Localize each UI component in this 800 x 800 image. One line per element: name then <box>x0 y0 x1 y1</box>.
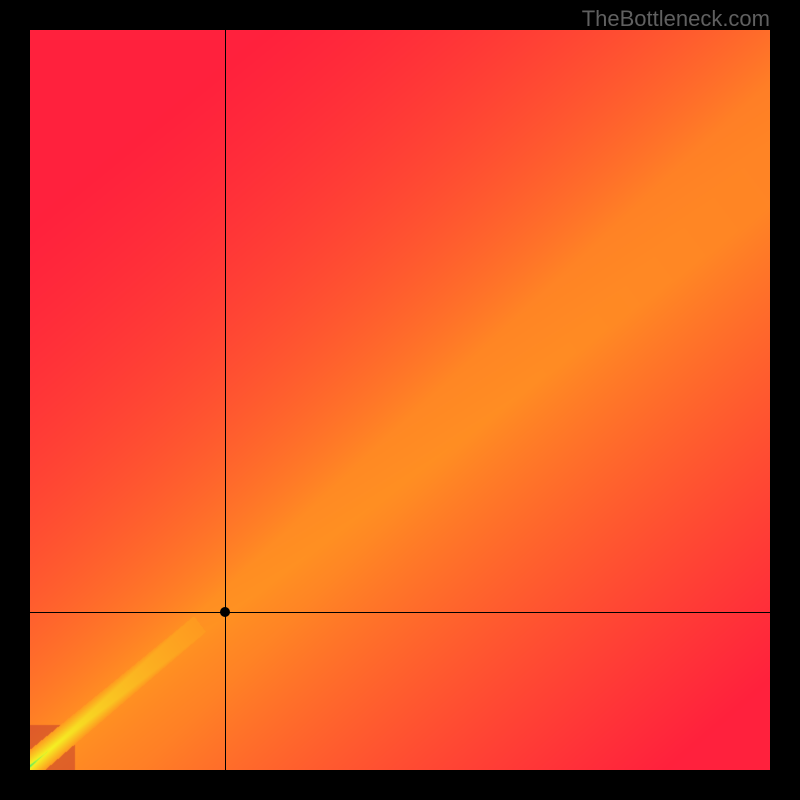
data-point-dot <box>220 607 230 617</box>
crosshair-vertical <box>225 30 226 770</box>
plot-area <box>30 30 770 770</box>
crosshair-horizontal <box>30 612 770 613</box>
watermark-text: TheBottleneck.com <box>582 6 770 32</box>
heatmap-canvas <box>30 30 770 770</box>
chart-container: TheBottleneck.com <box>0 0 800 800</box>
